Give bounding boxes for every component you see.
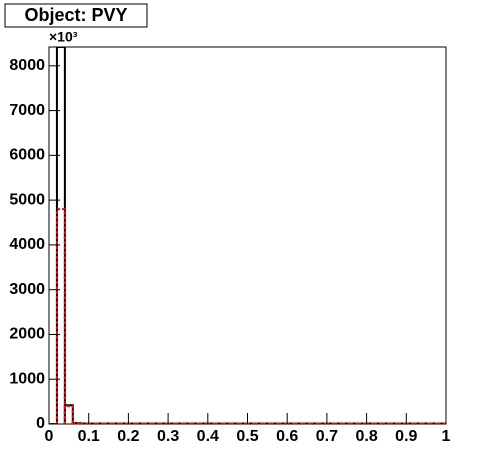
y-tick-label: 6000	[9, 147, 45, 164]
y-tick-label: 3000	[9, 281, 45, 298]
x-tick-label: 0.9	[395, 428, 417, 445]
x-tick-label: 0	[45, 428, 54, 445]
y-tick-label: 1000	[9, 370, 45, 387]
histogram-bin	[55, 208, 66, 424]
histogram-bin	[71, 422, 82, 424]
x-tick-label: 0.3	[157, 428, 179, 445]
y-tick-label: 7000	[9, 102, 45, 119]
x-tick-label: 0.4	[197, 428, 219, 445]
chart-title: Object: PVY	[24, 5, 127, 25]
histogram-bin	[55, 47, 66, 424]
x-tick-label: 0.7	[316, 428, 338, 445]
title-box	[4, 3, 148, 28]
x-tick-label: 0.2	[117, 428, 139, 445]
x-tick-label: 1	[442, 428, 451, 445]
y-tick-label: 4000	[9, 236, 45, 253]
histogram-bin	[63, 405, 74, 424]
y-multiplier: ×10³	[49, 29, 78, 45]
x-tick-label: 0.1	[78, 428, 100, 445]
y-tick-label: 8000	[9, 57, 45, 74]
y-tick-label: 5000	[9, 191, 45, 208]
y-tick-label: 0	[36, 415, 45, 432]
y-tick-label: 2000	[9, 326, 45, 343]
x-tick-label: 0.5	[236, 428, 258, 445]
x-tick-label: 0.6	[276, 428, 298, 445]
x-tick-label: 0.8	[355, 428, 377, 445]
